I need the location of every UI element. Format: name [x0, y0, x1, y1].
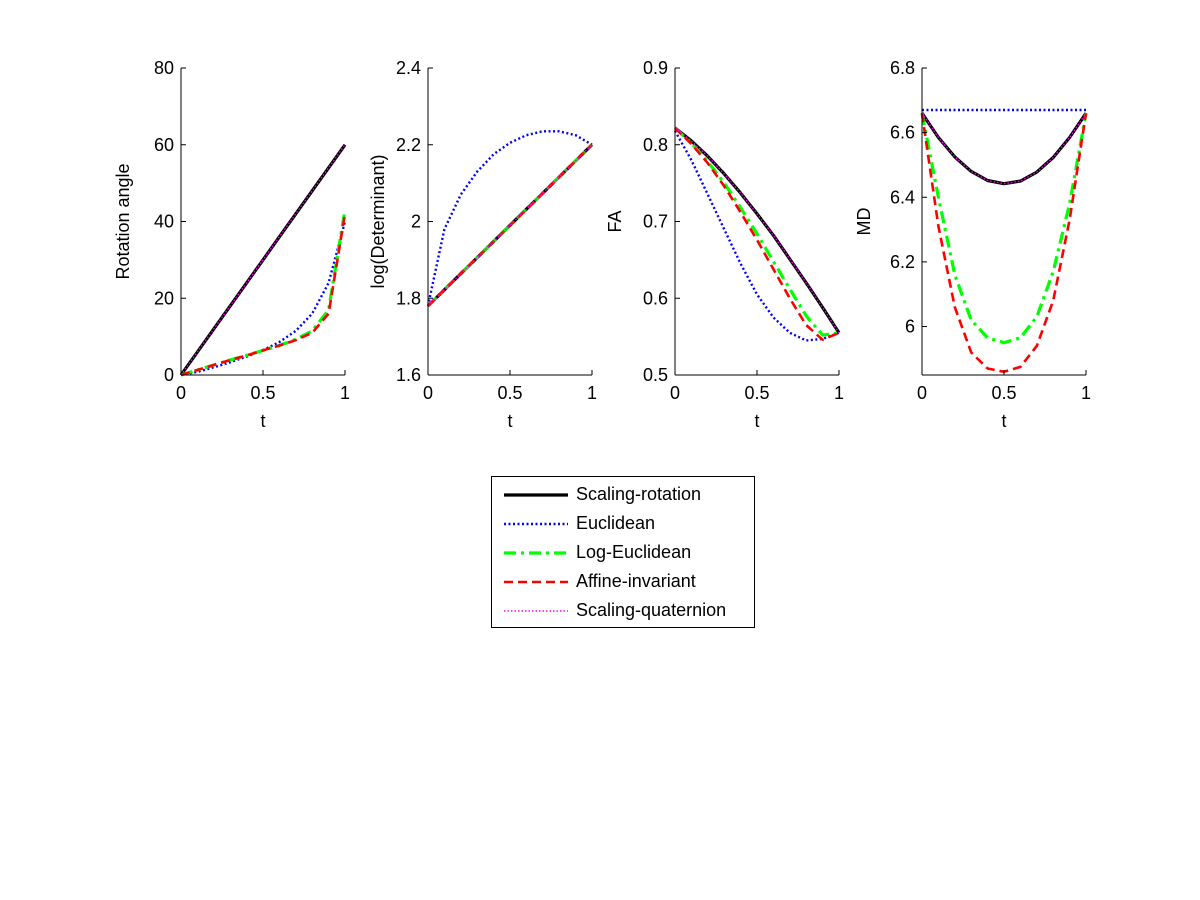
- x-tick-label: 0.5: [744, 383, 769, 403]
- legend-label: Scaling-rotation: [576, 484, 702, 504]
- x-axis-label: t: [754, 411, 759, 431]
- x-tick-label: 0: [917, 383, 927, 403]
- y-tick-label: 1.6: [396, 365, 421, 385]
- y-tick-label: 80: [154, 58, 174, 78]
- y-tick-label: 6.4: [890, 187, 915, 207]
- y-axis-label: Rotation angle: [113, 163, 133, 279]
- y-tick-label: 0.6: [643, 288, 668, 308]
- y-tick-label: 0.5: [643, 365, 668, 385]
- series-line-scaling-quaternion: [674, 127, 840, 334]
- legend-label: Scaling-quaternion: [576, 600, 727, 620]
- series-line-log-euclidean: [673, 126, 840, 337]
- series-line-euclidean: [426, 130, 593, 307]
- x-tick-label: 1: [834, 383, 844, 403]
- x-tick-label: 0.5: [497, 383, 522, 403]
- y-tick-label: 6.8: [890, 58, 915, 78]
- y-tick-label: 60: [154, 135, 174, 155]
- series-line-scaling-rotation: [920, 112, 1088, 186]
- x-tick-label: 0.5: [991, 383, 1016, 403]
- series-line-log-euclidean: [920, 112, 1088, 345]
- series-line-affine-invariant: [180, 213, 347, 377]
- y-tick-label: 2.2: [396, 135, 421, 155]
- x-tick-label: 1: [1081, 383, 1091, 403]
- x-tick-label: 0.5: [250, 383, 275, 403]
- y-tick-label: 6: [905, 317, 915, 337]
- legend-label: Euclidean: [576, 513, 656, 533]
- legend-item-scaling-quaternion: Scaling-quaternion: [492, 597, 754, 626]
- legend-swatch-log-euclidean: [504, 551, 568, 555]
- series-line-euclidean: [673, 130, 840, 342]
- y-axis-label: log(Determinant): [368, 154, 388, 288]
- legend-swatch-affine-invariant: [504, 580, 568, 584]
- x-axis-label: t: [1001, 411, 1006, 431]
- y-tick-label: 0.8: [643, 135, 668, 155]
- legend-item-affine-invariant: Affine-invariant: [492, 568, 754, 597]
- x-axis-label: t: [507, 411, 512, 431]
- chart-panel-4: 0 0.5 1 6 6.2 6.4 6.6 6.8 t MD: [854, 58, 1091, 431]
- y-tick-label: 6.6: [890, 123, 915, 143]
- y-axis-label: MD: [854, 208, 874, 236]
- legend-swatch-scaling-quaternion: [504, 610, 568, 612]
- y-tick-label: 2: [411, 212, 421, 232]
- series-line-scaling-rotation: [674, 126, 841, 334]
- y-tick-label: 0.9: [643, 58, 668, 78]
- y-tick-label: 1.8: [396, 288, 421, 308]
- series-line-scaling-quaternion: [921, 112, 1087, 185]
- legend-item-log-euclidean: Log-Euclidean: [492, 539, 754, 568]
- y-tick-label: 0: [164, 365, 174, 385]
- y-tick-label: 20: [154, 288, 174, 308]
- y-tick-label: 6.2: [890, 252, 915, 272]
- x-tick-label: 1: [340, 383, 350, 403]
- y-tick-label: 0.7: [643, 212, 668, 232]
- x-tick-label: 0: [423, 383, 433, 403]
- chart-panel-2: 0 0.5 1 1.6 1.8 2 2.2 2.4 t log(Determinant): [368, 58, 597, 431]
- chart-panel-1: 0 0.5 1 0 20 40 60 80 t Rotation angle: [113, 58, 350, 431]
- y-axis-label: FA: [605, 210, 625, 232]
- series-line-affine-invariant: [427, 143, 593, 307]
- x-tick-label: 0: [176, 383, 186, 403]
- legend-label: Log-Euclidean: [576, 542, 692, 562]
- legend-item-scaling-rotation: Scaling-rotation: [492, 481, 754, 510]
- series-line-scaling-quaternion: [180, 144, 346, 376]
- y-tick-label: 40: [154, 212, 174, 232]
- legend-label: Affine-invariant: [576, 571, 696, 591]
- x-axis-label: t: [260, 411, 265, 431]
- legend-swatch-euclidean: [504, 522, 568, 526]
- legend-item-euclidean: Euclidean: [492, 510, 754, 539]
- legend-swatch-scaling-rotation: [504, 493, 568, 497]
- x-tick-label: 0: [670, 383, 680, 403]
- legend: Scaling-rotation Euclidean Log-Euclidean…: [491, 476, 755, 628]
- y-tick-label: 2.4: [396, 58, 421, 78]
- x-tick-label: 1: [587, 383, 597, 403]
- series-line-affine-invariant: [674, 126, 840, 342]
